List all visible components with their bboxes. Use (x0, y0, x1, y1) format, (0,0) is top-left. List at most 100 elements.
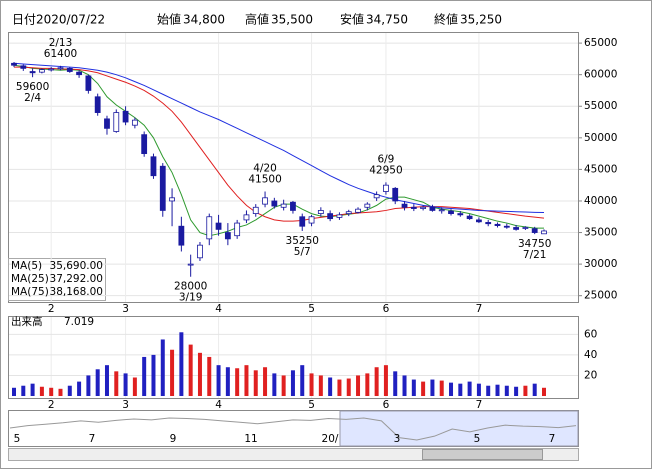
volume-bar (514, 386, 519, 396)
candle-body (29, 71, 36, 74)
candle-body (485, 222, 492, 225)
ma-line (14, 66, 545, 222)
candle-body (48, 68, 55, 71)
x-tick-label: 4 (215, 303, 222, 315)
header-label: 終値 (434, 12, 458, 27)
candle-body (57, 67, 64, 70)
candle-body (410, 206, 417, 209)
candle-body (280, 203, 287, 208)
candle-body (271, 200, 278, 207)
candle-body (336, 214, 343, 218)
volume-panel (8, 316, 579, 399)
volume-bar (411, 379, 416, 396)
volume-bar (476, 383, 481, 396)
volume-bar (374, 367, 379, 396)
annotation-date: 2/13 (49, 37, 73, 49)
volume-bar (86, 375, 91, 396)
candle-body (522, 227, 529, 229)
candle-body (252, 206, 259, 214)
candle-body (234, 222, 241, 237)
candle-body (104, 118, 110, 129)
volume-bar (160, 339, 165, 396)
ma-legend-name: MA(75) (11, 286, 49, 298)
scroll-thumb[interactable] (422, 449, 543, 460)
candle-body (401, 203, 408, 208)
y-tick-label: 20 (584, 369, 597, 381)
volume-bar (179, 332, 184, 396)
candle-body (476, 219, 482, 223)
annotation-date: 7/21 (523, 249, 547, 261)
candle-body (345, 211, 352, 214)
candle-body (317, 210, 324, 214)
navigator-label: 7 (89, 433, 96, 445)
x-tick-label: 2 (48, 303, 55, 315)
volume-bar (467, 381, 472, 396)
volume-bar (21, 385, 26, 396)
y-tick-label: 65000 (584, 37, 617, 49)
y-tick-label: 40 (584, 349, 597, 361)
x-tick-label: 5 (308, 303, 315, 315)
volume-bar (430, 379, 435, 396)
navigator-line (9, 417, 577, 441)
navigator-window (339, 410, 579, 447)
candle-body (392, 187, 399, 202)
volume-bar (123, 373, 128, 396)
volume-bar (244, 365, 249, 396)
date-value: 2020/07/22 (36, 13, 105, 27)
candle-body (38, 69, 45, 73)
candle-body (122, 110, 129, 123)
volume-bar (300, 365, 305, 396)
candle-body (169, 197, 175, 202)
candle-body (420, 206, 427, 209)
candle-body (429, 206, 436, 211)
volume-bar (104, 365, 109, 396)
ma-legend-name: MA(5) (11, 260, 42, 272)
volume-bar (253, 370, 258, 396)
ma-line (13, 64, 545, 237)
volume-bar (346, 378, 351, 396)
volume-bar (281, 375, 286, 396)
y-tick-label: 45000 (584, 163, 617, 175)
header-value: 34,750 (366, 13, 408, 27)
x-tick-label: 6 (383, 399, 390, 411)
candle-body (364, 203, 371, 208)
navigator-label: 5 (474, 433, 481, 445)
x-tick-label: 3 (122, 399, 129, 411)
ma-legend-box (8, 258, 106, 301)
candle-body (11, 62, 17, 66)
candle-body (373, 194, 380, 199)
header-value: 35,500 (271, 13, 313, 27)
y-tick-label: 55000 (584, 100, 617, 112)
candle-body (466, 215, 473, 220)
ma-legend-value: 35,690.00 (50, 260, 103, 272)
candle-body (224, 232, 231, 240)
ma-legend-value: 37,292.00 (50, 273, 103, 285)
navigator-label: 9 (170, 433, 177, 445)
header-value: 34,800 (183, 13, 225, 27)
candle-body (206, 216, 213, 240)
volume-bar (421, 381, 426, 396)
volume-bar (188, 344, 193, 396)
x-tick-label: 7 (476, 303, 483, 315)
candle-body (178, 225, 185, 246)
header-value: 35,250 (460, 13, 502, 27)
volume-bar (30, 383, 35, 396)
volume-bar (356, 375, 361, 396)
navigator-label: 7 (549, 433, 556, 445)
x-tick-label: 3 (122, 303, 129, 315)
volume-bar (142, 356, 147, 396)
candle-body (383, 184, 389, 192)
candle-body (531, 228, 538, 233)
candle-body (113, 112, 120, 132)
volume-bar (495, 384, 500, 396)
volume-bar (67, 385, 72, 396)
candle-body (355, 208, 361, 213)
volume-bar (439, 380, 444, 396)
date-label: 日付 (12, 13, 36, 27)
candle-body (494, 223, 501, 226)
volume-bar (532, 383, 537, 396)
annotation-date: 5/7 (294, 246, 311, 258)
volume-bar (486, 385, 491, 396)
candle-body (262, 197, 268, 205)
